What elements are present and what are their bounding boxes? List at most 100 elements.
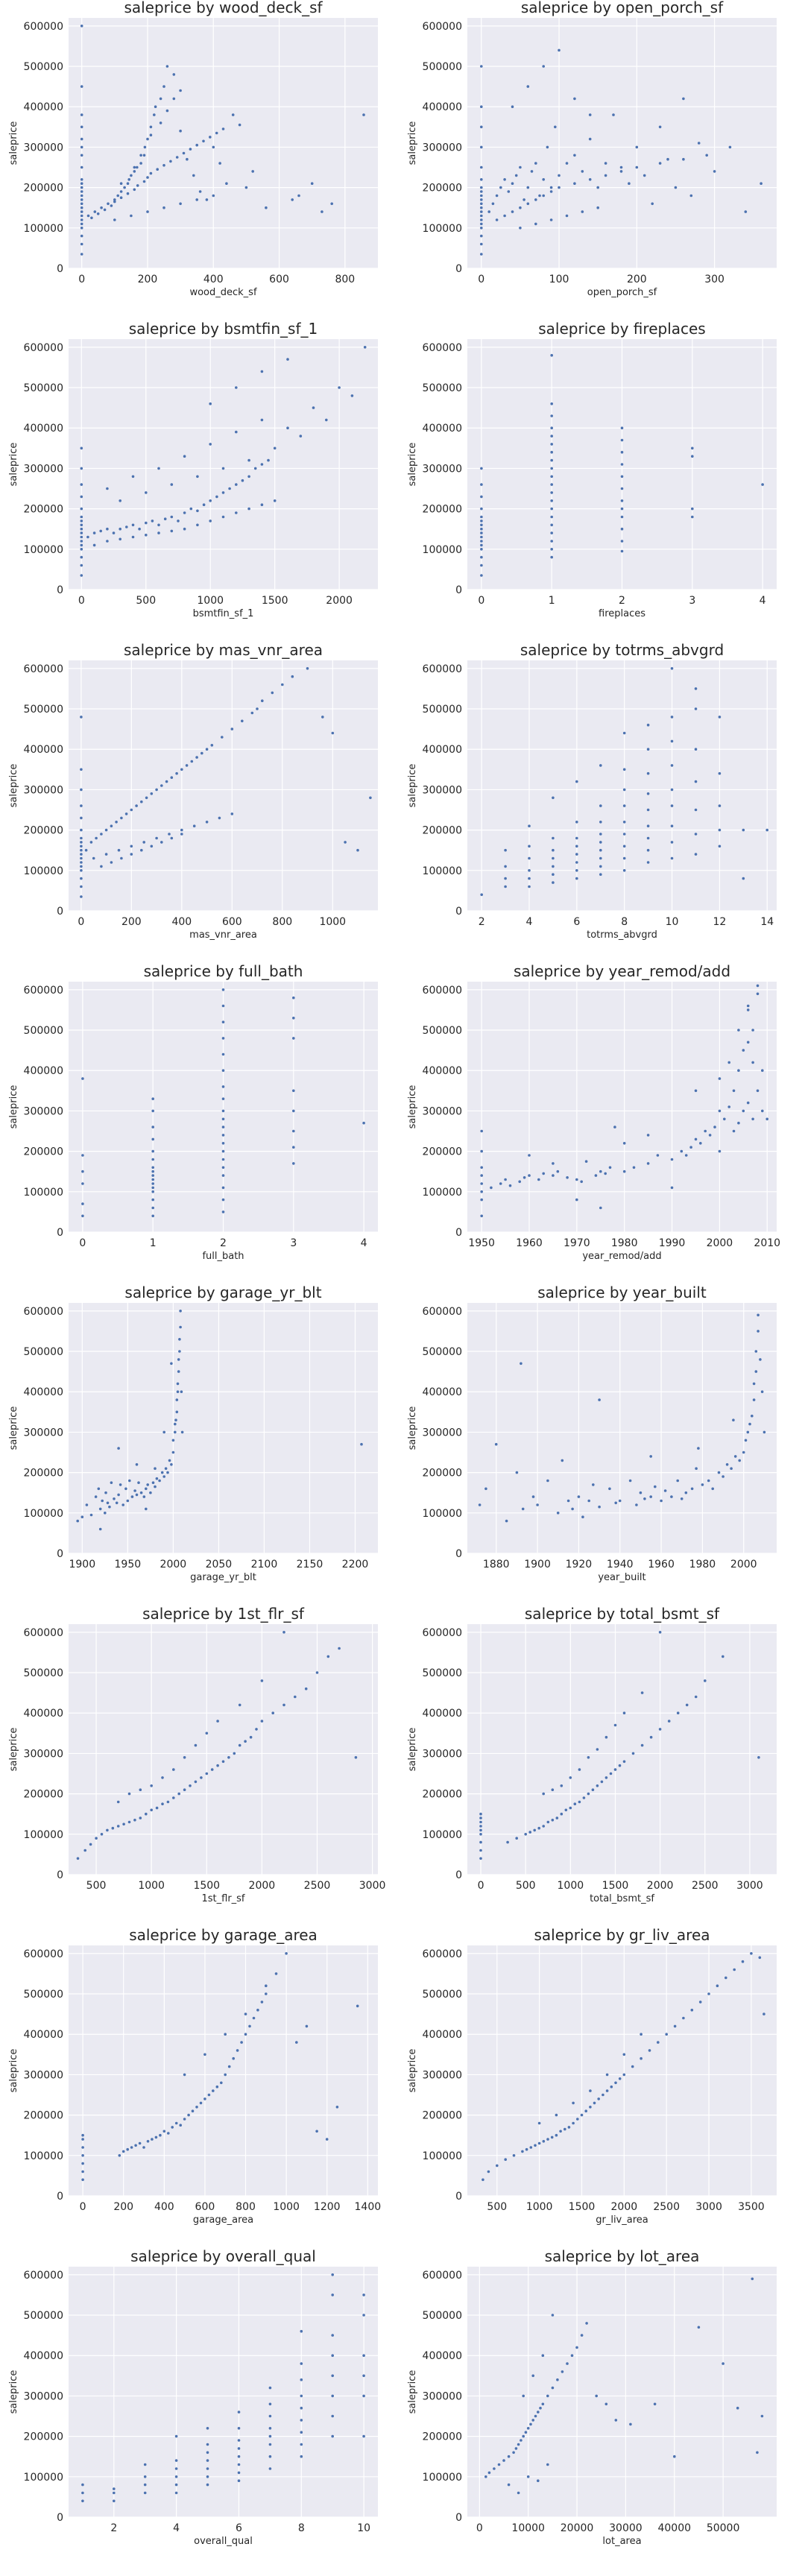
scatter-point: [104, 828, 108, 832]
scatter-point: [622, 1142, 626, 1145]
scatter-point: [151, 1178, 154, 1181]
y-tick-label: 600000: [24, 21, 63, 33]
scatter-point: [730, 1467, 733, 1470]
scatter-point: [362, 2314, 365, 2317]
y-tick-label: 500000: [24, 61, 63, 73]
scatter-point: [639, 1491, 643, 1494]
y-tick-label: 100000: [24, 2472, 63, 2484]
scatter-point: [691, 446, 694, 450]
scatter-point: [622, 804, 626, 807]
scatter-point: [732, 1089, 736, 1093]
scatter-point: [651, 202, 654, 206]
scatter-point: [538, 194, 541, 198]
scatter-point: [174, 2434, 178, 2438]
scatter-point: [356, 848, 359, 852]
scatter-point: [575, 845, 578, 848]
scatter-point: [130, 174, 133, 177]
scatter-point: [496, 2164, 499, 2168]
scatter-point: [145, 534, 148, 537]
scatter-point: [80, 234, 83, 238]
scatter-point: [480, 555, 483, 559]
scatter-point: [573, 1802, 577, 1805]
scatter-point: [237, 2463, 241, 2466]
scatter-point: [480, 527, 483, 531]
scatter-point: [136, 184, 139, 187]
plot-area: [467, 1624, 777, 1875]
scatter-point: [575, 780, 578, 783]
x-tick-label: 500: [487, 2201, 507, 2213]
scatter-point: [620, 499, 624, 502]
scatter-point: [191, 2109, 195, 2112]
scatter-point: [286, 426, 289, 429]
scatter-point: [604, 162, 607, 165]
scatter-point: [253, 467, 257, 470]
scatter-point: [121, 1503, 124, 1506]
y-tick-label: 200000: [423, 2110, 462, 2122]
scatter-point: [106, 527, 109, 531]
x-tick-label: 2000: [160, 1559, 187, 1570]
scatter-point: [162, 1475, 165, 1478]
scatter-point: [331, 2414, 335, 2418]
scatter-point: [528, 845, 531, 848]
scatter-point: [183, 2073, 186, 2077]
y-tick-label: 500000: [24, 704, 63, 716]
x-tick-label: 0: [478, 274, 484, 285]
scatter-point: [221, 1186, 225, 1190]
scatter-point: [646, 808, 650, 812]
scatter-point: [479, 1840, 482, 1844]
scatter-point: [546, 2463, 549, 2466]
scatter-point: [552, 873, 555, 876]
scatter-point: [542, 1172, 545, 1175]
y-axis-label: saleprice: [407, 443, 418, 487]
y-tick-label: 300000: [423, 142, 462, 154]
scatter-point: [526, 2475, 530, 2478]
scatter-point: [85, 1503, 89, 1506]
scatter-panel-15: 0 10000 20000 30000 40000 5000001000002000003…: [407, 2247, 777, 2547]
scatter-point: [92, 543, 96, 547]
scatter-point: [499, 1182, 502, 1185]
scatter-point: [573, 154, 576, 157]
scatter-point: [183, 1788, 186, 1791]
scatter-point: [139, 1491, 143, 1494]
scatter-point: [480, 210, 483, 213]
scatter-point: [746, 1101, 750, 1105]
scatter-point: [190, 760, 194, 763]
scatter-point: [550, 467, 553, 470]
scatter-point: [154, 1485, 157, 1489]
scatter-point: [614, 1501, 617, 1505]
scatter-point: [202, 503, 206, 506]
scatter-point: [110, 824, 113, 827]
y-tick-label: 300000: [423, 463, 462, 475]
scatter-point: [599, 841, 602, 844]
scatter-point: [594, 1174, 598, 1177]
y-tick-label: 300000: [423, 784, 462, 796]
plot-area: [69, 18, 378, 268]
scatter-point: [196, 509, 199, 513]
scatter-point: [80, 145, 83, 149]
scatter-point: [570, 2354, 574, 2357]
scatter-point: [514, 174, 518, 177]
scatter-point: [235, 511, 238, 514]
scatter-point: [244, 1740, 247, 1743]
scatter-point: [495, 194, 499, 198]
scatter-point: [682, 2016, 685, 2020]
scatter-point: [205, 1731, 209, 1735]
scatter-point: [80, 885, 83, 888]
scatter-point: [635, 1503, 638, 1506]
scatter-point: [582, 1796, 586, 1799]
scatter-point: [528, 1154, 531, 1157]
x-axis-label: total_bsmt_sf: [590, 1893, 654, 1904]
scatter-point: [690, 2008, 694, 2012]
scatter-point: [362, 2354, 365, 2357]
scatter-point: [300, 2378, 303, 2381]
scatter-point: [591, 1788, 595, 1791]
scatter-point: [620, 515, 624, 519]
scatter-point: [551, 1788, 555, 1791]
scatter-point: [694, 1089, 698, 1093]
scatter-point: [537, 2411, 540, 2414]
scatter-point: [80, 828, 83, 832]
scatter-point: [561, 2370, 564, 2373]
scatter-point: [310, 182, 314, 185]
scatter-point: [620, 450, 624, 454]
scatter-point: [707, 1992, 710, 1995]
